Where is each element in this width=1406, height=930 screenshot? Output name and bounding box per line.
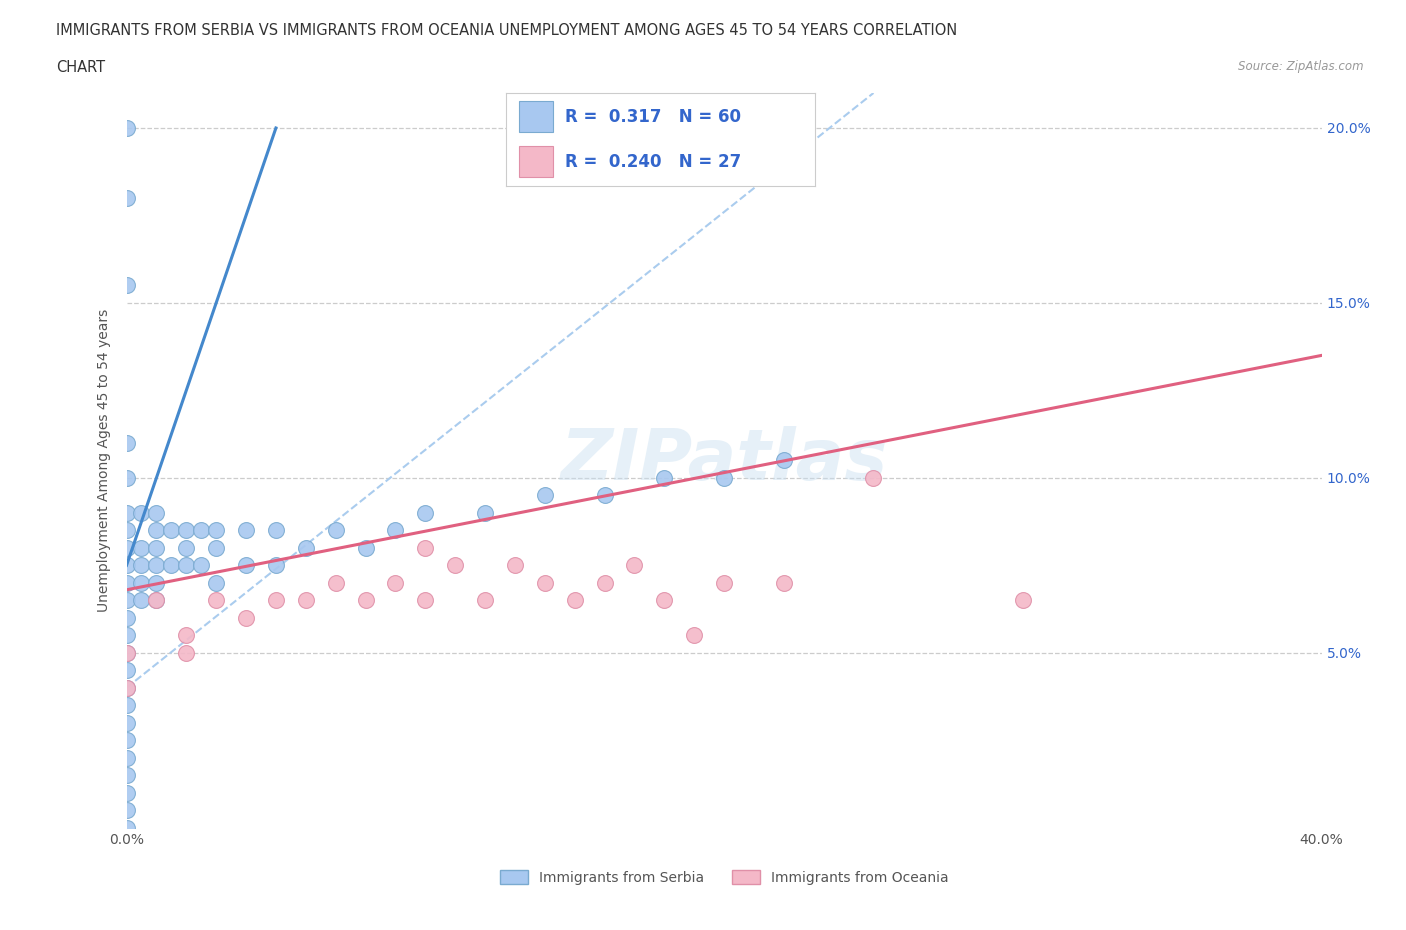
Point [325,576,347,591]
Point [145,540,167,555]
Point [115,558,138,573]
Point [115,471,138,485]
Point [264,523,287,538]
Point [564,592,586,607]
Point [115,751,138,765]
Point [205,576,228,591]
Point [652,592,675,607]
Point [115,121,138,136]
Point [115,785,138,800]
Point [444,558,467,573]
Point [174,540,197,555]
Point [145,576,167,591]
Point [174,558,197,573]
FancyBboxPatch shape [519,101,553,132]
Point [415,592,437,607]
Point [652,471,675,485]
Point [354,592,377,607]
Point [115,435,138,450]
Point [115,523,138,538]
Point [713,471,735,485]
Point [190,523,212,538]
Point [384,523,406,538]
Point [145,558,167,573]
Text: ZIPatlas: ZIPatlas [561,426,887,495]
Point [623,558,645,573]
Point [115,698,138,712]
Point [415,540,437,555]
Text: Source: ZipAtlas.com: Source: ZipAtlas.com [1239,60,1364,73]
Point [235,523,257,538]
Point [131,576,153,591]
Point [205,540,228,555]
Point [145,592,167,607]
Point [593,576,616,591]
Point [145,505,167,520]
Point [115,540,138,555]
Point [264,592,287,607]
Point [115,505,138,520]
Text: R =  0.317   N = 60: R = 0.317 N = 60 [565,108,741,126]
Point [131,505,153,520]
Point [115,681,138,696]
Point [131,592,153,607]
Point [131,558,153,573]
Point [205,523,228,538]
Point [115,768,138,783]
Point [115,191,138,206]
Point [115,278,138,293]
Point [115,628,138,643]
Text: R =  0.240   N = 27: R = 0.240 N = 27 [565,153,741,171]
Point [235,558,257,573]
Point [190,558,212,573]
Point [1011,592,1033,607]
Point [474,505,496,520]
Point [115,820,138,835]
Point [503,558,526,573]
Point [862,471,884,485]
Point [773,453,796,468]
Point [593,488,616,503]
Point [115,733,138,748]
Point [354,540,377,555]
Point [131,540,153,555]
Point [683,628,706,643]
Point [115,645,138,660]
Point [174,523,197,538]
Point [115,715,138,730]
Point [474,592,496,607]
Point [205,592,228,607]
Point [145,523,167,538]
Point [115,645,138,660]
Point [174,628,197,643]
Point [115,803,138,817]
Point [534,576,557,591]
Point [115,663,138,678]
Point [534,488,557,503]
Point [773,576,796,591]
Point [384,576,406,591]
Point [174,645,197,660]
Legend: Immigrants from Serbia, Immigrants from Oceania: Immigrants from Serbia, Immigrants from … [495,865,953,891]
Point [294,540,316,555]
Point [160,523,183,538]
Text: IMMIGRANTS FROM SERBIA VS IMMIGRANTS FROM OCEANIA UNEMPLOYMENT AMONG AGES 45 TO : IMMIGRANTS FROM SERBIA VS IMMIGRANTS FRO… [56,23,957,38]
Point [115,576,138,591]
Point [145,592,167,607]
Point [115,592,138,607]
FancyBboxPatch shape [519,146,553,177]
Point [160,558,183,573]
Point [415,505,437,520]
Point [235,610,257,625]
Text: CHART: CHART [56,60,105,75]
Point [713,576,735,591]
Point [115,610,138,625]
Point [325,523,347,538]
Point [264,558,287,573]
Point [294,592,316,607]
Point [115,681,138,696]
Y-axis label: Unemployment Among Ages 45 to 54 years: Unemployment Among Ages 45 to 54 years [97,309,111,612]
